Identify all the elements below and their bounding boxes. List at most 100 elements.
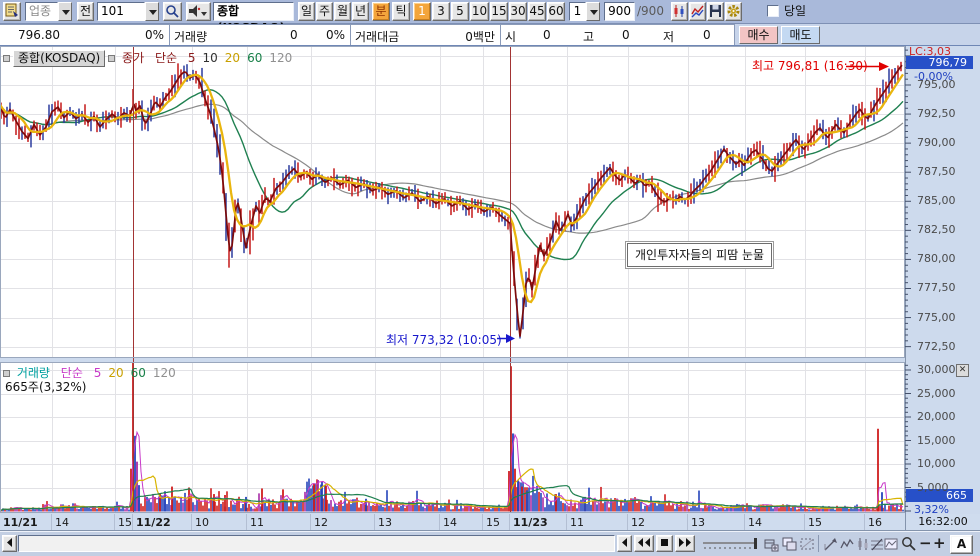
scroll-left-button[interactable]: [2, 535, 17, 552]
settings-button[interactable]: [725, 2, 742, 21]
period-year-button[interactable]: 년: [352, 2, 369, 21]
volume-tick-label: 15,000: [917, 433, 956, 447]
period-minute-button[interactable]: 분: [372, 2, 390, 21]
line-chart-button[interactable]: [689, 2, 706, 21]
time-tick-label: 16: [868, 516, 882, 529]
collapse-handle-icon[interactable]: [3, 370, 10, 377]
chart-area: 종합(KOSDAQ) 종가 단순 5 10 20 60 120 최고 796,81 (1…: [0, 45, 980, 516]
user-note-box[interactable]: 개인투자자들의 피땀 눈물: [627, 243, 773, 267]
volume-label: 거래량: [174, 30, 208, 44]
bar-count-input[interactable]: 900: [604, 2, 635, 21]
cascade-windows-icon[interactable]: [782, 537, 797, 552]
minute-3-button[interactable]: 3: [432, 2, 450, 21]
selection-area-icon[interactable]: [800, 537, 815, 552]
period-month-button[interactable]: 월: [334, 2, 351, 21]
volume-bars: [0, 363, 904, 512]
scroll-right-end-button[interactable]: [617, 535, 632, 552]
current-price-box: 796,79: [906, 56, 973, 69]
minute-5-button[interactable]: 5: [451, 2, 469, 21]
fast-forward-button[interactable]: [675, 535, 695, 552]
time-tick-label: 14: [443, 516, 457, 529]
close-pane-icon[interactable]: ✕: [956, 364, 969, 377]
speed-slider[interactable]: [702, 537, 760, 554]
low-arrowhead: [506, 334, 515, 343]
minute-1-button[interactable]: 1: [413, 2, 431, 21]
interval-combo[interactable]: 1: [569, 2, 600, 21]
zoom-tool-icon[interactable]: [901, 536, 916, 551]
legend-symbol[interactable]: 종합(KOSDAQ): [13, 50, 106, 67]
low-value: 0: [703, 28, 711, 42]
zoom-out-button[interactable]: −: [919, 534, 932, 552]
tile-windows-icon[interactable]: [764, 537, 779, 552]
candle-tool-icon[interactable]: [856, 537, 871, 552]
stop-button[interactable]: [656, 535, 673, 552]
buy-button[interactable]: 매수: [739, 26, 778, 44]
wave-tool-icon[interactable]: [840, 537, 855, 552]
rewind-button[interactable]: [634, 535, 654, 552]
sell-button[interactable]: 매도: [781, 26, 820, 44]
candle-chart-button[interactable]: [671, 2, 688, 21]
price-tick-label: 772,50: [917, 339, 956, 353]
minute-10-button[interactable]: 10: [470, 2, 489, 21]
chart-scrollbar[interactable]: [18, 535, 615, 552]
search-button[interactable]: [163, 2, 182, 21]
fast-forward-icon: [679, 538, 691, 547]
price-tick-label: 780,00: [917, 252, 956, 266]
code-input[interactable]: 101: [97, 2, 145, 21]
slider-thumb[interactable]: [754, 538, 757, 549]
code-combo-arrow[interactable]: [145, 2, 159, 21]
value-value: 0백만: [465, 30, 495, 44]
time-tick-label: 13: [691, 516, 705, 529]
time-tick-separator: [439, 514, 440, 530]
trend-tool-icon[interactable]: [823, 537, 838, 552]
price-axis-column[interactable]: [905, 46, 980, 514]
period-tick-button[interactable]: 틱: [392, 2, 410, 21]
divider: [818, 535, 819, 552]
volume-cell: 거래량 0 0%: [170, 24, 351, 45]
rewind-icon: [638, 538, 650, 547]
period-week-button[interactable]: 주: [316, 2, 333, 21]
period-day-button[interactable]: 일: [298, 2, 315, 21]
sound-button[interactable]: [186, 2, 211, 21]
volume-plot[interactable]: [0, 362, 905, 513]
minute-15-button[interactable]: 15: [490, 2, 508, 21]
collapse-handle-icon[interactable]: [3, 55, 10, 62]
volume-legend: 거래량 단순 5 20 60 120: [3, 364, 183, 381]
pattern-tool-icon[interactable]: [884, 537, 899, 552]
time-tick-label: 11: [250, 516, 264, 529]
chart-canvas[interactable]: [0, 46, 980, 514]
current-price: 796.80: [18, 28, 60, 42]
interval-combo-arrow[interactable]: [586, 2, 600, 21]
minute-60-button[interactable]: 60: [547, 2, 565, 21]
today-checkbox[interactable]: [767, 5, 779, 17]
memo-icon-button[interactable]: [3, 2, 21, 21]
minute-45-button[interactable]: 45: [528, 2, 546, 21]
time-tick-separator: [132, 514, 133, 530]
volume-MA60: [0, 485, 904, 511]
minute-30-button[interactable]: 30: [509, 2, 527, 21]
price-MA20: [0, 73, 904, 304]
volume-tick-label: 20,000: [917, 410, 956, 423]
high-annotation: 최고 796,81 (16:30): [752, 59, 868, 73]
time-tick-label: 15: [808, 516, 822, 529]
collapse-handle-icon[interactable]: [108, 55, 116, 62]
volume-pct: 0%: [325, 28, 345, 42]
volume-value: 0: [290, 28, 298, 42]
sector-combo[interactable]: 업종: [25, 2, 72, 21]
code-combo[interactable]: 101: [97, 2, 159, 21]
fib-tool-icon[interactable]: [870, 537, 885, 552]
price-series: [0, 61, 904, 339]
sector-combo-arrow[interactable]: [58, 2, 72, 21]
volume-tick-label: 25,000: [917, 386, 956, 400]
zoom-in-button[interactable]: +: [933, 534, 946, 552]
prev-button[interactable]: 전: [77, 2, 94, 21]
auto-scale-button[interactable]: A: [950, 535, 973, 554]
high-label: 고: [583, 30, 595, 44]
axis-lc-text: LC:3,03: [909, 45, 952, 58]
speaker-icon: [189, 5, 207, 17]
time-axis[interactable]: 11/21 14 15 11/22 10 11 12 13 14 15 11/23 11 12 13 14 1…: [0, 514, 980, 531]
symbol-field[interactable]: 종합(KOSDAQ): [213, 2, 294, 35]
time-tick-separator: [310, 514, 311, 530]
save-button[interactable]: [707, 2, 724, 21]
